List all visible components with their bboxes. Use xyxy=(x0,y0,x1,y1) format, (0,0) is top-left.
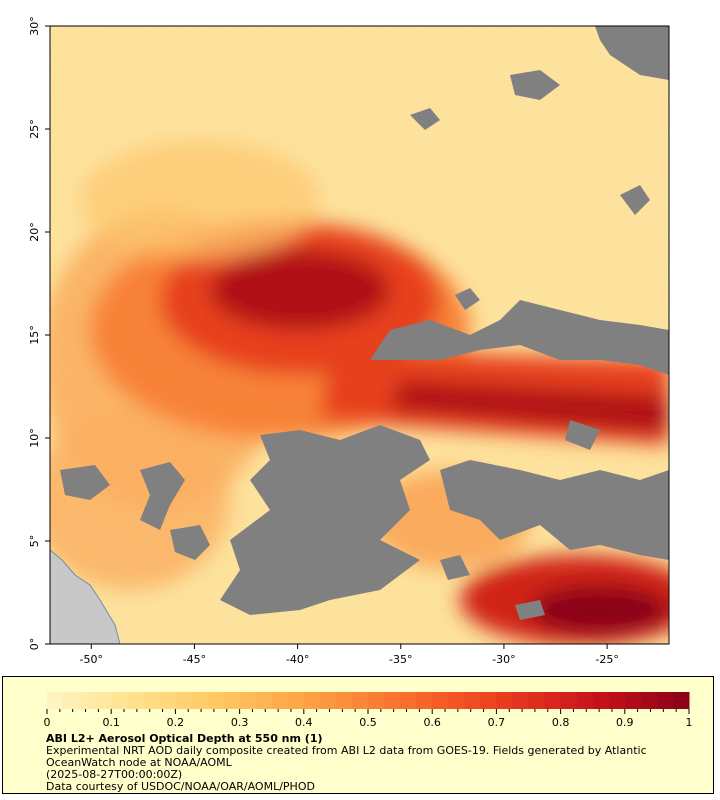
colorbar-cell xyxy=(368,692,385,709)
data-credit: Data courtesy of USDOC/NOAA/OAR/AOML/PHO… xyxy=(46,780,315,793)
lon-tick-label: -30° xyxy=(492,653,515,666)
colorbar-tick-label: 0.7 xyxy=(488,716,506,729)
product-timestamp: (2025-08-27T00:00:00Z) xyxy=(46,768,183,781)
product-description-line2: OceanWatch node at NOAA/AOML xyxy=(46,756,232,769)
colorbar-cell xyxy=(544,692,562,709)
colorbar-cell xyxy=(400,692,417,709)
product-title: ABI L2+ Aerosol Optical Depth at 550 nm … xyxy=(46,732,323,745)
colorbar-cell xyxy=(175,692,192,709)
colorbar-cell xyxy=(624,692,642,709)
colorbar-cell xyxy=(656,692,674,709)
colorbar-tick-label: 0.4 xyxy=(295,716,313,729)
colorbar-cell xyxy=(528,692,546,709)
colorbar-cell xyxy=(47,692,64,709)
colorbar-tick-label: 0.6 xyxy=(423,716,441,729)
colorbar-tick-label: 0 xyxy=(44,716,51,729)
lat-tick-label: 20° xyxy=(28,222,41,242)
lon-tick-label: -45° xyxy=(183,653,206,666)
colorbar-cell xyxy=(79,692,96,709)
colorbar-tick-label: 0.9 xyxy=(616,716,634,729)
colorbar-cell xyxy=(640,692,658,709)
colorbar-cell xyxy=(271,692,289,709)
colorbar-cell xyxy=(464,692,481,709)
lat-tick-label: 30° xyxy=(28,16,41,36)
colorbar-cell xyxy=(239,692,257,709)
colorbar-cell xyxy=(127,692,144,709)
colorbar-cell xyxy=(480,692,497,709)
colorbar-tick-label: 0.3 xyxy=(231,716,249,729)
colorbar-cell xyxy=(303,692,321,709)
colorbar-cell xyxy=(111,692,128,709)
colorbar-cell xyxy=(496,692,513,709)
colorbar-cell xyxy=(576,692,594,709)
cloud-mask xyxy=(60,26,669,620)
colorbar-tick-label: 0.8 xyxy=(552,716,570,729)
lat-tick-label: 15° xyxy=(28,325,41,345)
aod-colorbar: 0 0.1 0.2 0.3 0.4 0.5 0.6 0.7 0.8 0.9 1 xyxy=(44,692,693,729)
colorbar-cell xyxy=(608,692,626,709)
colorbar-cell xyxy=(592,692,610,709)
colorbar-cell xyxy=(319,692,337,709)
colorbar-tick-label: 0.1 xyxy=(102,716,120,729)
aod-field xyxy=(50,26,669,644)
colorbar-tick-label: 1 xyxy=(686,716,693,729)
colorbar-cell xyxy=(63,692,80,709)
lat-tick-label: 5° xyxy=(28,535,41,548)
colorbar-cell xyxy=(560,692,578,709)
colorbar-cell xyxy=(95,692,112,709)
colorbar-tick-label: 0.2 xyxy=(167,716,185,729)
colorbar-cell xyxy=(255,692,273,709)
colorbar-cell xyxy=(191,692,208,709)
lat-tick-label: 25° xyxy=(28,119,41,139)
colorbar-cell xyxy=(223,692,241,709)
colorbar-cell xyxy=(432,692,449,709)
aod-map: 0° 5° 10° 15° 20° 25° 30° -50° -45° -40° -35° -30°… xyxy=(28,16,670,666)
colorbar-cell xyxy=(287,692,305,709)
lat-tick-label: 0° xyxy=(28,638,41,651)
product-description-line1: Experimental NRT AOD daily composite cre… xyxy=(46,744,647,757)
lon-tick-label: -40° xyxy=(286,653,309,666)
colorbar-cell xyxy=(672,692,690,709)
colorbar-cell xyxy=(384,692,401,709)
colorbar-cell xyxy=(416,692,433,709)
colorbar-cell xyxy=(448,692,465,709)
colorbar-cell xyxy=(207,692,225,709)
south-america-landmass xyxy=(50,549,121,644)
latitude-axis: 0° 5° 10° 15° 20° 25° 30° xyxy=(28,16,50,650)
longitude-axis: -50° -45° -40° -35° -30° -25° xyxy=(80,644,619,666)
colorbar-cell xyxy=(335,692,353,709)
lon-tick-label: -50° xyxy=(80,653,103,666)
colorbar-tick-label: 0.5 xyxy=(359,716,377,729)
colorbar-cell xyxy=(159,692,176,709)
colorbar-cell xyxy=(512,692,529,709)
lon-tick-label: -25° xyxy=(595,653,618,666)
lon-tick-label: -35° xyxy=(389,653,412,666)
colorbar-cell xyxy=(351,692,369,709)
lat-tick-label: 10° xyxy=(28,428,41,448)
colorbar-cell xyxy=(143,692,160,709)
